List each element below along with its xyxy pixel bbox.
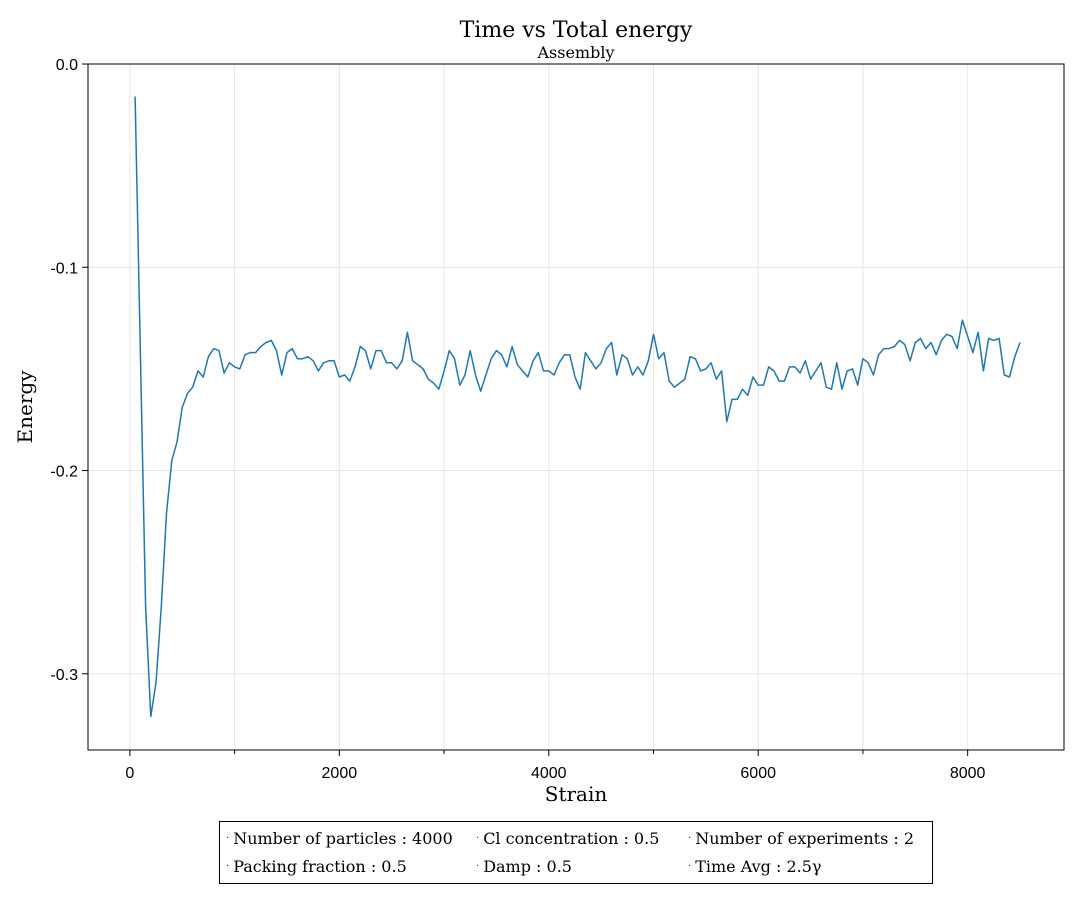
plot-frame <box>87 63 1065 751</box>
axis-ticks: 0 2000 4000 6000 8000 0.0 -0.1 -0.2 -0.3 <box>50 57 985 782</box>
grid-lines <box>88 63 1064 750</box>
chart-subtitle: Assembly <box>536 43 614 62</box>
param-damp: · Damp : 0.5 <box>476 853 688 882</box>
energy-series-line <box>134 96 1021 718</box>
chart-title: Time vs Total energy <box>460 18 693 43</box>
param-experiments: · Number of experiments : 2 <box>688 824 932 853</box>
param-particles-text: Number of particles : 4000 <box>233 828 453 848</box>
x-tick-label: 2000 <box>322 765 358 782</box>
param-cl-text: Cl concentration : 0.5 <box>483 828 660 848</box>
param-particles: · Number of particles : 4000 <box>226 824 476 853</box>
x-tick-label: 4000 <box>531 765 567 782</box>
x-tick-label: 6000 <box>740 765 776 782</box>
y-tick-label: 0.0 <box>56 57 78 74</box>
x-tick-label: 8000 <box>950 765 986 782</box>
y-axis-label: Energy <box>13 370 37 444</box>
x-tick-label: 0 <box>125 765 134 782</box>
param-packing-text: Packing fraction : 0.5 <box>233 857 407 877</box>
bullet-icon: · <box>226 861 230 873</box>
y-tick-label: -0.1 <box>50 260 78 277</box>
bullet-icon: · <box>476 861 480 873</box>
y-tick-label: -0.2 <box>50 464 78 481</box>
param-time-avg: · Time Avg : 2.5γ <box>688 853 932 882</box>
bullet-icon: · <box>476 832 480 844</box>
bullet-icon: · <box>688 832 692 844</box>
param-packing-fraction: · Packing fraction : 0.5 <box>226 853 476 882</box>
x-axis-label: Strain <box>545 782 608 806</box>
bullet-icon: · <box>226 832 230 844</box>
parameter-legend: · Number of particles : 4000 · Cl concentr… <box>219 821 933 884</box>
bullet-icon: · <box>688 861 692 873</box>
param-time-avg-text: Time Avg : 2.5γ <box>695 857 822 877</box>
param-damp-text: Damp : 0.5 <box>483 857 572 877</box>
y-tick-label: -0.3 <box>50 667 78 684</box>
param-cl-concentration: · Cl concentration : 0.5 <box>476 824 688 853</box>
param-experiments-text: Number of experiments : 2 <box>695 828 915 848</box>
